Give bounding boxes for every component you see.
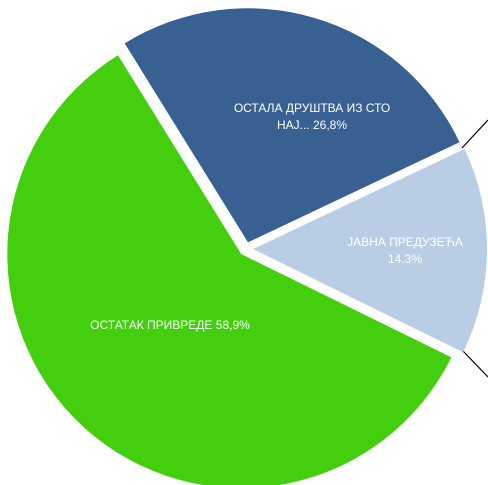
slice-label: ОСТАТАК ПРИВРЕДЕ 58,9% <box>40 317 300 334</box>
category-label: ОСТАТАК ПРИВРЕДЕ <box>90 318 213 332</box>
value-label: 26,8% <box>312 118 348 132</box>
pie-slice <box>124 8 460 243</box>
pie-slice <box>7 55 452 485</box>
category-label: ЈАВНА ПРЕДУЗЕЋА <box>347 235 463 249</box>
leader-line <box>461 349 488 378</box>
leader-line <box>461 119 488 149</box>
slice-label: ЈАВНА ПРЕДУЗЕЋА 14.3% <box>345 234 465 268</box>
value-label: 14.3% <box>387 252 423 266</box>
pie-slice <box>252 148 487 353</box>
slice-label: ОСТАЛА ДРУШТВА ИЗ СТО НАЈ... 26,8% <box>222 100 402 134</box>
category-label: ОСТАЛА ДРУШТВА ИЗ СТО НАЈ... <box>233 101 391 132</box>
value-label: 58,9% <box>215 318 250 332</box>
